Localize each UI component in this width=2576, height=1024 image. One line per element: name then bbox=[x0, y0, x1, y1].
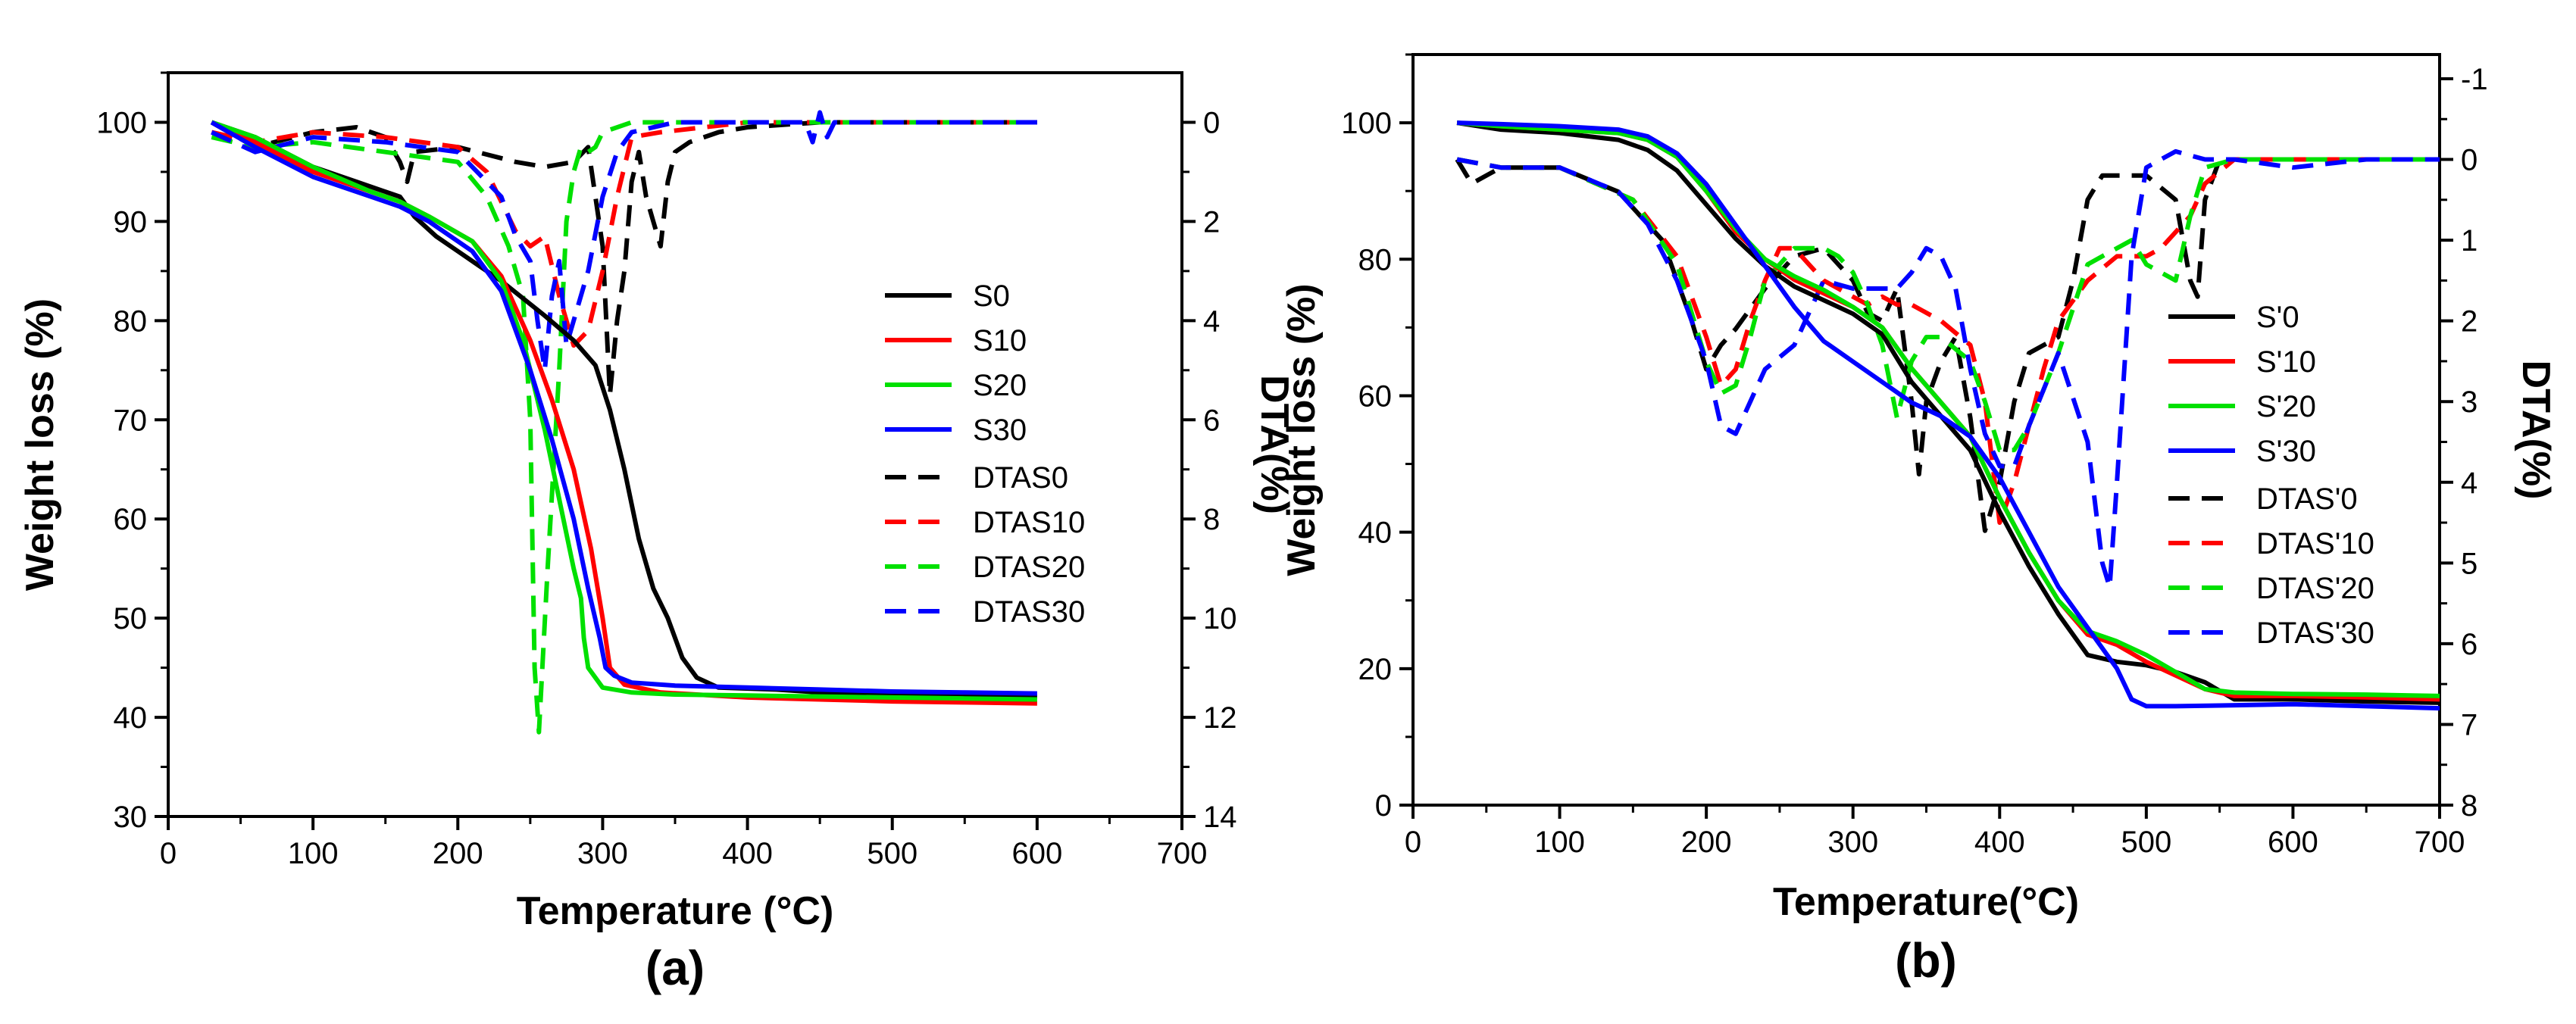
series-line-dtas10 bbox=[211, 120, 1037, 348]
series-line-dtas30 bbox=[211, 110, 1037, 373]
y-tick-label: 60 bbox=[114, 503, 148, 536]
series-line-dtas0 bbox=[210, 120, 1037, 398]
y2-tick-label: 4 bbox=[1203, 304, 1220, 338]
x-tick-label: 100 bbox=[1534, 826, 1585, 859]
x-tick-label: 700 bbox=[1157, 837, 1208, 870]
y-tick-label: 20 bbox=[1358, 653, 1393, 686]
series-line-s10 bbox=[211, 120, 1037, 706]
series-line-sp30 bbox=[1457, 120, 2440, 711]
y2-tick-label: 5 bbox=[2461, 547, 2478, 580]
y2-tick-label: 4 bbox=[2461, 467, 2478, 500]
legend-label: DTAS0 bbox=[973, 461, 1068, 495]
x-tick-label: 300 bbox=[577, 837, 628, 870]
y-tick-label: 90 bbox=[114, 205, 148, 239]
series-line-sp0 bbox=[1456, 120, 2440, 705]
panel-label: (a) bbox=[646, 941, 705, 995]
legend-label: DTAS'0 bbox=[2256, 482, 2358, 516]
x-axis-label: Temperature(°C) bbox=[1773, 880, 2079, 924]
y-tick-label: 70 bbox=[114, 404, 148, 437]
legend-label: S'0 bbox=[2256, 301, 2299, 334]
y2-tick-label: 2 bbox=[2461, 305, 2478, 339]
x-tick-label: 0 bbox=[1405, 826, 1421, 859]
legend: S'0 S'10 S'20 S'30 DTAS'0 DTAS'10 DTAS'20 DTAS'… bbox=[2168, 301, 2374, 650]
y2-tick-label: 0 bbox=[2461, 144, 2478, 177]
y-tick-label: 80 bbox=[1358, 243, 1393, 276]
y-tick-label: 0 bbox=[1375, 789, 1392, 823]
y2-axis-label: DTA(%) bbox=[2514, 361, 2558, 500]
y2-tick-label: 2 bbox=[1203, 205, 1220, 239]
y2-tick-label: 8 bbox=[2461, 789, 2478, 823]
x-tick-label: 100 bbox=[288, 837, 339, 870]
y-tick-label: 80 bbox=[114, 304, 148, 338]
legend-label: DTAS'30 bbox=[2256, 617, 2374, 650]
legend-label: DTAS'20 bbox=[2256, 572, 2374, 605]
x-tick-label: 400 bbox=[722, 837, 773, 870]
x-tick-label: 600 bbox=[2268, 826, 2318, 859]
legend-label: DTAS'10 bbox=[2256, 527, 2374, 560]
y2-tick-label: -1 bbox=[2461, 63, 2488, 96]
x-tick-label: 400 bbox=[1974, 826, 2025, 859]
legend-label: S0 bbox=[973, 279, 1010, 313]
y-tick-label: 60 bbox=[1358, 379, 1393, 413]
series-line-dtas20 bbox=[211, 120, 1037, 735]
x-axis-label: Temperature (°C) bbox=[517, 889, 834, 933]
y2-tick-label: 1 bbox=[2461, 224, 2478, 258]
legend-label: DTAS20 bbox=[973, 551, 1085, 584]
series-line-s0 bbox=[211, 120, 1037, 699]
legend-label: DTAS10 bbox=[973, 506, 1085, 539]
series-line-dtasp20 bbox=[1456, 157, 2440, 453]
y2-tick-label: 12 bbox=[1203, 701, 1237, 735]
y-axis-label: Weight loss (%) bbox=[1280, 283, 1324, 576]
x-tick-label: 500 bbox=[2121, 826, 2171, 859]
y2-tick-label: 0 bbox=[1203, 106, 1220, 139]
legend-label: S30 bbox=[973, 414, 1027, 447]
series-line-s30 bbox=[210, 120, 1037, 696]
series-group bbox=[210, 110, 1037, 735]
chart-panel-b: 0 100 200 300 400 500 600 700020406080100876543… bbox=[1280, 53, 2558, 988]
y2-tick-label: 6 bbox=[2461, 628, 2478, 661]
legend-label: S'10 bbox=[2256, 345, 2316, 379]
y-tick-label: 40 bbox=[114, 701, 148, 735]
y-tick-label: 40 bbox=[1358, 517, 1393, 550]
legend-label: DTAS30 bbox=[973, 595, 1085, 629]
x-tick-label: 300 bbox=[1827, 826, 1878, 859]
y-tick-label: 50 bbox=[114, 602, 148, 635]
y-tick-label: 30 bbox=[114, 801, 148, 834]
y2-tick-label: 10 bbox=[1203, 602, 1237, 635]
panel-label: (b) bbox=[1895, 933, 1957, 988]
chart-panel-a: 0 100 200 300 400 500 600 700 30 40 50 60 70 80 90 100 0… bbox=[18, 71, 1296, 995]
legend-label: S'20 bbox=[2256, 390, 2316, 423]
series-line-s20 bbox=[211, 120, 1037, 702]
y2-tick-label: 7 bbox=[2461, 708, 2478, 741]
y2-tick-label: 14 bbox=[1203, 801, 1237, 834]
series-line-sp20 bbox=[1456, 120, 2440, 698]
series-line-dtasp10 bbox=[1456, 157, 2440, 525]
series-line-dtasp30 bbox=[1456, 148, 2440, 590]
legend-label: S20 bbox=[973, 369, 1027, 402]
y-axis-label: Weight loss (%) bbox=[18, 298, 62, 591]
x-tick-label: 700 bbox=[2415, 826, 2465, 859]
y2-axis-label: DTA(%) bbox=[1252, 375, 1296, 514]
x-tick-label: 600 bbox=[1011, 837, 1062, 870]
x-tick-label: 500 bbox=[867, 837, 918, 870]
x-tick-label: 200 bbox=[433, 837, 483, 870]
y-tick-label: 100 bbox=[96, 106, 147, 139]
legend-label: S'30 bbox=[2256, 435, 2316, 468]
x-tick-label: 200 bbox=[1681, 826, 1732, 859]
legend-label: S10 bbox=[973, 324, 1027, 357]
legend: S0 S10 S20 S30 DTAS0 DTAS10 DTAS20 DTAS30 bbox=[885, 279, 1085, 629]
y2-tick-label: 3 bbox=[2461, 386, 2478, 419]
x-tick-label: 0 bbox=[160, 837, 177, 870]
y2-tick-label: 6 bbox=[1203, 404, 1220, 437]
y-tick-label: 100 bbox=[1341, 107, 1392, 140]
series-group bbox=[1455, 120, 2440, 711]
y2-tick-label: 8 bbox=[1203, 503, 1220, 536]
